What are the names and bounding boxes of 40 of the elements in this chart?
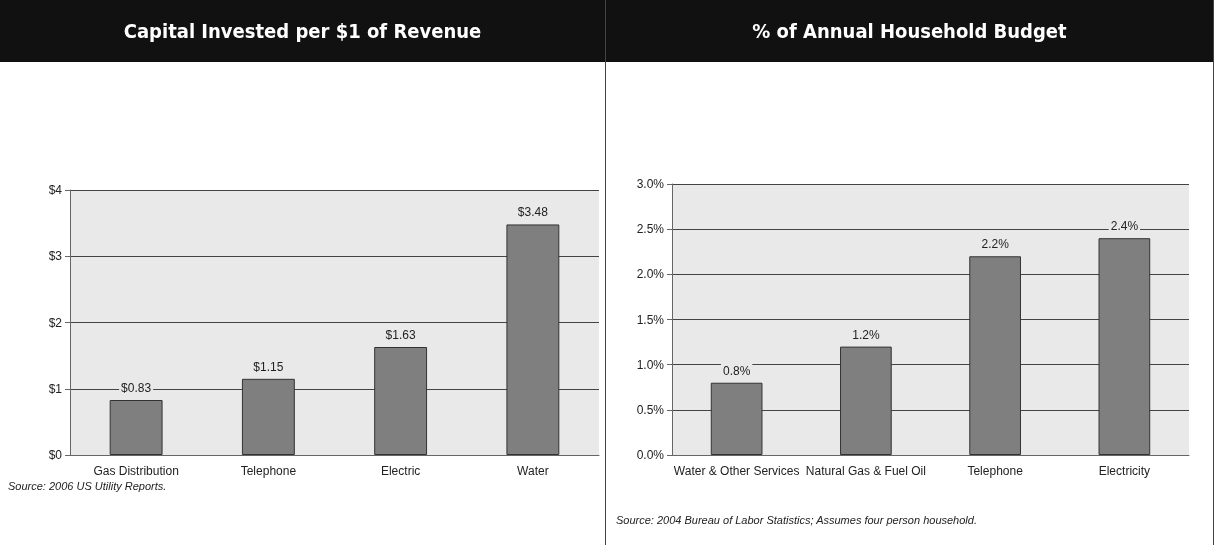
source-note: Source: 2006 US Utility Reports. xyxy=(8,480,167,492)
data-label: $1.15 xyxy=(253,359,284,374)
data-label: 2.4% xyxy=(1110,219,1139,234)
x-tick-label: Telephone xyxy=(967,464,1024,478)
y-tick-label: 2.0% xyxy=(636,267,665,282)
data-label: $1.63 xyxy=(385,328,416,343)
y-tick-label: $2 xyxy=(48,315,63,330)
y-tick-label: $3 xyxy=(48,249,63,264)
x-tick-label: Water xyxy=(517,464,549,478)
x-tick-label: Electricity xyxy=(1098,464,1151,478)
bar xyxy=(109,400,163,455)
data-label: 0.8% xyxy=(722,363,751,378)
y-tick-label: $4 xyxy=(48,183,63,197)
x-tick-label: Water & Other Services xyxy=(673,464,800,478)
x-tick-label: Gas Distribution xyxy=(93,464,179,478)
y-tick-label: 2.5% xyxy=(636,222,665,237)
y-tick-label: $1 xyxy=(48,381,63,396)
bar xyxy=(506,224,560,455)
bar xyxy=(969,256,1021,455)
y-tick-label: 3.0% xyxy=(636,177,665,191)
x-tick-label: Telephone xyxy=(240,464,297,478)
bar xyxy=(710,382,763,455)
y-tick-label: 1.5% xyxy=(636,312,665,327)
data-label: 2.2% xyxy=(981,237,1010,252)
data-label: $0.83 xyxy=(121,381,152,396)
y-tick-label: 0.0% xyxy=(636,448,665,462)
data-label: 1.2% xyxy=(852,327,880,342)
source-note: Source: 2004 Bureau of Labor Statistics; Assumes four person household. xyxy=(616,514,977,526)
bar xyxy=(241,378,295,455)
data-label: $3.48 xyxy=(517,205,549,220)
bar xyxy=(374,347,428,455)
x-tick-label: Natural Gas & Fuel Oil xyxy=(805,464,926,478)
y-tick-label: $0 xyxy=(48,448,63,462)
chart-title: % of Annual Household Budget xyxy=(606,0,1213,62)
x-tick-label: Electric xyxy=(380,464,421,478)
bar xyxy=(840,346,892,455)
y-tick-label: 1.0% xyxy=(636,357,665,372)
bar xyxy=(1098,238,1151,455)
y-tick-label: 0.5% xyxy=(636,402,665,417)
chart-title: Capital Invested per $1 of Revenue xyxy=(0,0,605,62)
